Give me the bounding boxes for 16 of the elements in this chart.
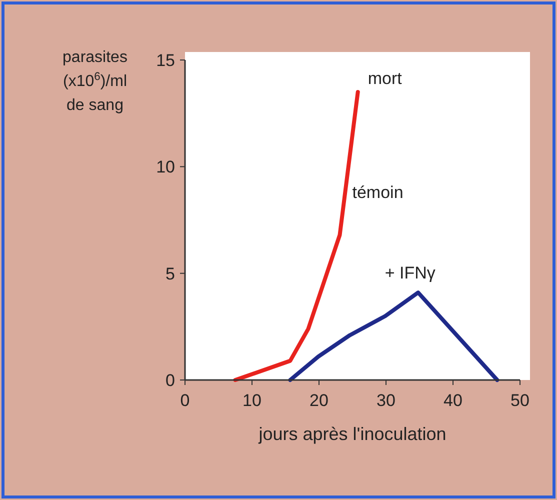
series-label: + IFNγ [384,264,436,283]
y-axis-title: parasites (x10$^{6}$)/ml de sang [62,49,128,114]
x-tick-label: 10 [242,391,262,410]
y-tick-label: 0 [166,371,175,390]
y-tick-label: 5 [166,264,175,284]
x-tick-label: 40 [444,391,462,410]
x-tick-label: 20 [310,391,328,410]
x-axis-title: jours après l'inoculation [258,424,446,444]
series-label: témoin [352,182,404,202]
y-tick-label: 15 [156,51,175,70]
line-series [288,290,500,382]
y-tick-label: 10 [156,158,175,177]
x-tick-label: 30 [376,391,396,410]
annotation: mort [368,69,402,88]
x-tick-label: 0 [180,391,190,410]
x-tick-label: 50 [510,391,530,410]
